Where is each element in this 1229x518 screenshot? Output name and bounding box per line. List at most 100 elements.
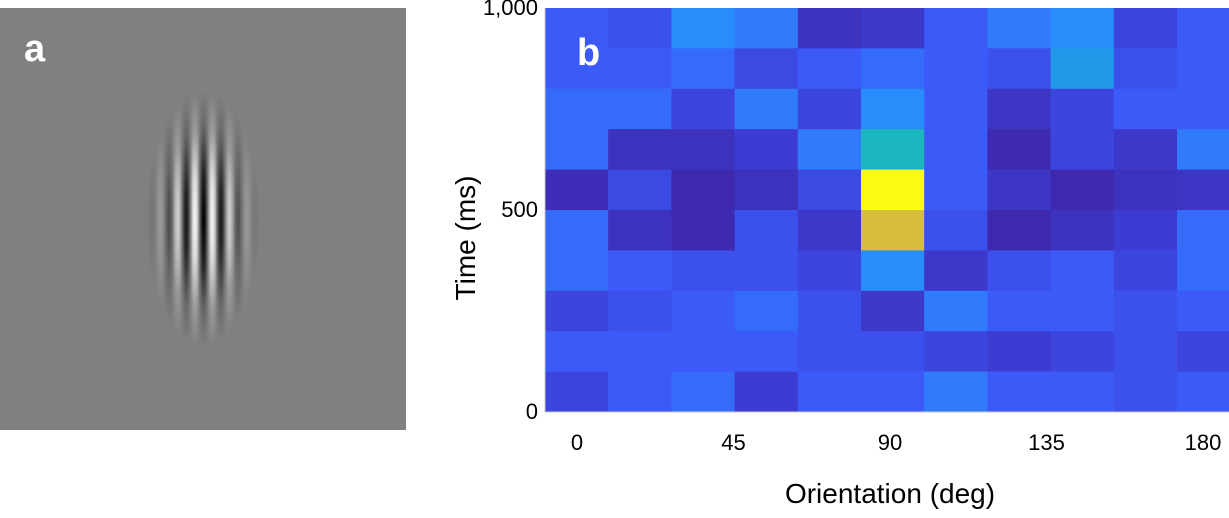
heatmap-cell <box>861 250 925 292</box>
heatmap-cell <box>797 129 862 171</box>
heatmap-cell <box>1050 331 1115 373</box>
gabor-stripe <box>128 8 130 430</box>
gabor-stripe <box>116 8 118 430</box>
y-axis-label: Time (ms) <box>450 175 481 301</box>
heatmap-cell <box>924 210 988 251</box>
gabor-stripe <box>109 8 111 430</box>
heatmap-cell <box>734 48 799 90</box>
gabor-stripe <box>250 8 253 430</box>
gabor-stripe <box>84 8 86 430</box>
gabor-stripe <box>237 8 240 430</box>
gabor-stripe <box>78 8 80 430</box>
gabor-stripe <box>327 8 330 430</box>
gabor-stripe <box>201 8 204 430</box>
gabor-stripe <box>223 8 225 430</box>
heatmap-cell <box>1113 48 1178 90</box>
heatmap-cell <box>797 88 862 130</box>
heatmap-cell <box>924 331 988 373</box>
gabor-stripe <box>326 8 328 430</box>
gabor-stripe <box>156 8 158 430</box>
gabor-stripe <box>224 8 226 430</box>
gabor-stripe <box>158 8 160 430</box>
gabor-stripe <box>188 8 190 430</box>
gabor-stripe <box>248 8 250 430</box>
heatmap-cell <box>1177 48 1229 90</box>
gabor-stripe <box>284 8 286 430</box>
gabor-stripe <box>252 8 254 430</box>
gabor-stripe <box>297 8 300 430</box>
gabor-stripe <box>247 8 249 430</box>
heatmap-cell <box>608 169 672 211</box>
heatmap-cell <box>861 210 925 251</box>
x-tick-label: 0 <box>570 430 584 455</box>
heatmap-cell <box>924 250 988 292</box>
heatmap-cell <box>924 129 988 171</box>
gabor-stripe <box>207 8 210 430</box>
gabor-stripe <box>282 8 284 430</box>
gabor-stripe <box>62 8 64 430</box>
gabor-stripe <box>226 8 229 430</box>
heatmap-cell <box>545 250 609 292</box>
heatmap-cell <box>1113 129 1178 171</box>
gabor-stripe <box>60 8 62 430</box>
heatmap-cell <box>608 129 672 171</box>
gabor-stripe <box>100 8 103 430</box>
gabor-stripe <box>328 8 331 430</box>
gabor-stripe <box>286 8 289 430</box>
gabor-stripe <box>92 8 94 430</box>
gabor-panel: a <box>0 8 406 430</box>
gabor-stripe <box>165 8 168 430</box>
heatmap-cell <box>734 371 799 413</box>
gabor-stripe <box>270 8 272 430</box>
heatmap-cell <box>608 8 672 49</box>
heatmap-cell <box>1177 8 1229 49</box>
gabor-stripe <box>340 8 343 430</box>
gabor-stripe <box>152 8 154 430</box>
gabor-stripe <box>87 8 90 430</box>
gabor-stripe <box>114 8 116 430</box>
gabor-stripe <box>166 8 169 430</box>
heatmap-cell <box>924 290 988 332</box>
gabor-stripe <box>260 8 262 430</box>
gabor-stripe <box>294 8 296 430</box>
heatmap-cell <box>1177 169 1229 211</box>
gabor-stripe <box>240 8 242 430</box>
gabor-stripe <box>75 8 78 430</box>
gabor-stripe <box>258 8 260 430</box>
gabor-stripe <box>319 8 321 430</box>
heatmap-cell <box>545 129 609 171</box>
heatmap-cell <box>1177 210 1229 251</box>
gabor-stripe <box>112 8 115 430</box>
heatmap-cell <box>1177 88 1229 130</box>
gabor-stripe <box>147 8 150 430</box>
gabor-stripe <box>321 8 324 430</box>
heatmap-cell <box>608 250 672 292</box>
gabor-stripe <box>196 8 199 430</box>
gabor-stripe <box>136 8 139 430</box>
gabor-stripe <box>206 8 208 430</box>
heatmap-cell <box>1177 331 1229 373</box>
gabor-stripe <box>246 8 248 430</box>
heatmap-cell <box>734 331 799 373</box>
gabor-stripe <box>145 8 147 430</box>
gabor-stripe <box>295 8 297 430</box>
gabor-stripe <box>277 8 279 430</box>
y-tick-label: 1,000 <box>482 0 538 20</box>
gabor-stripe <box>94 8 97 430</box>
gabor-stripe <box>148 8 151 430</box>
gabor-stripe <box>288 8 290 430</box>
gabor-stripe <box>96 8 98 430</box>
gabor-stripe <box>256 8 259 430</box>
gabor-stripe <box>93 8 96 430</box>
heatmap-cell <box>545 331 609 373</box>
gabor-stripe <box>261 8 264 430</box>
gabor-stripe <box>304 8 307 430</box>
gabor-stripe <box>336 8 338 430</box>
gabor-stripe <box>225 8 228 430</box>
gabor-stripe <box>220 8 223 430</box>
gabor-stripe <box>142 8 145 430</box>
heatmap-cell <box>987 290 1052 332</box>
gabor-stripe <box>276 8 278 430</box>
heatmap-cell <box>1177 371 1229 413</box>
gabor-stripe <box>130 8 133 430</box>
